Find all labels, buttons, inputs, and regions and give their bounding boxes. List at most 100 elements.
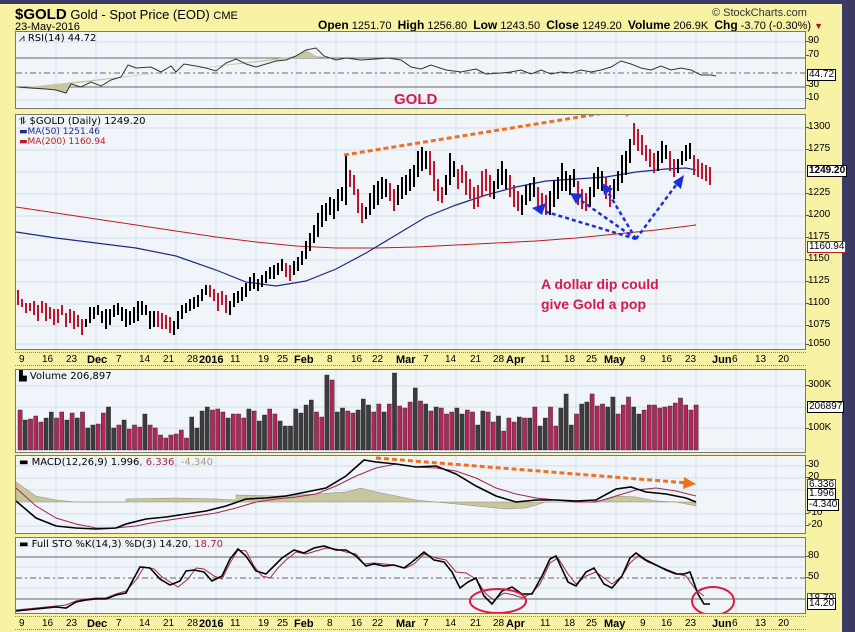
ohlc-bars-icon: ⥮: [19, 116, 27, 127]
x-tick-label: Dec: [87, 618, 108, 630]
x-tick-label: 13: [755, 618, 767, 629]
copyright: © StockCharts.com: [712, 7, 807, 19]
x-tick-label: 11: [230, 618, 241, 629]
volume-bar: [17, 409, 23, 451]
volume-bar: [85, 427, 90, 451]
volume-bar: [537, 425, 543, 451]
dollar-dip-annotation: A dollar dip could give Gold a pop: [541, 274, 659, 314]
price-chart: [16, 115, 805, 349]
volume-bar: [428, 410, 434, 451]
volume-bar: [90, 424, 96, 451]
x-tick-label: Apr: [506, 354, 525, 366]
x-tick-label: Jun: [712, 618, 732, 630]
volume-bar: [178, 429, 184, 451]
volume-bar: [465, 409, 470, 451]
sto-k-tag: 14.20: [807, 598, 837, 610]
ma200-label: MA(200) 1160.94: [27, 137, 106, 147]
volume-bar: [657, 407, 662, 451]
volume-bar: [137, 426, 142, 451]
volume-bar: [553, 425, 558, 451]
x-tick-label: 20: [778, 618, 790, 629]
volume-bar: [163, 437, 169, 451]
volume-bar: [22, 419, 28, 451]
volume-tick-100k: 100K: [805, 422, 832, 433]
rsi-icon: ⩘: [19, 33, 25, 44]
volume-bar: [610, 396, 616, 451]
volume-bar: [558, 407, 564, 451]
volume-bar: [355, 409, 361, 451]
volume-bar: [407, 401, 413, 451]
sto-tick-80: 80: [805, 550, 820, 561]
volume-bar: [142, 413, 148, 451]
x-tick-label: 7: [116, 354, 122, 365]
macd-tick-30: 30: [805, 459, 820, 470]
volume-bar: [225, 417, 231, 451]
macd-panel: ▬ MACD(12,26,9) 1.996, 6.336, -4.340: [15, 455, 806, 534]
volume-bar: [173, 433, 179, 451]
x-tick-label: 16: [351, 354, 363, 365]
high-label: High: [397, 18, 425, 32]
volume-value: 206.9K: [673, 20, 709, 32]
x-tick-label: May: [604, 354, 626, 366]
open-value: 1251.70: [351, 20, 392, 32]
volume-bar: [595, 405, 600, 451]
volume-bar: [293, 408, 299, 451]
close-label: Close: [546, 18, 579, 32]
volume-bar: [230, 413, 236, 451]
x-tick-label: 25: [277, 354, 289, 365]
volume-bar: [184, 437, 189, 451]
x-tick-label: 22: [372, 618, 384, 629]
volume-bar: [95, 423, 101, 451]
x-tick-label: 25: [586, 618, 598, 629]
x-tick-label: 7: [423, 618, 429, 629]
volume-bar: [522, 417, 527, 451]
volume-label-text: Volume 206,897: [29, 371, 112, 382]
volume-bar: [563, 393, 569, 451]
change-value: -3.70 (-0.30%): [740, 20, 812, 32]
volume-bar: [132, 424, 137, 451]
volume-bar: [54, 417, 59, 451]
volume-bar: [168, 434, 174, 451]
x-tick-label: 14: [139, 618, 151, 629]
x-tick-label: 2016: [199, 354, 224, 366]
symbol: $GOLD: [15, 6, 67, 23]
volume-bar: [147, 424, 153, 451]
volume-bar: [199, 410, 205, 451]
volume-bar: [641, 409, 647, 451]
volume-bar: [647, 404, 652, 451]
volume-bar: [329, 379, 335, 451]
low-value: 1243.50: [500, 20, 541, 32]
x-tick-label: 19: [258, 618, 270, 629]
rsi-y-axis: 90 70 30 10 44.72: [805, 31, 842, 109]
x-tick-label: 28: [493, 618, 505, 629]
volume-bar: [59, 411, 64, 451]
volume-bar: [667, 405, 673, 451]
x-tick-label: 21: [470, 618, 482, 629]
volume-bar: [288, 425, 293, 451]
volume-bar: [361, 398, 366, 451]
volume-bar: [215, 408, 221, 451]
rsi-tick-10: 10: [805, 92, 820, 103]
stochastic-chart: [16, 538, 805, 613]
volume-bar: [678, 397, 683, 451]
x-tick-label: 7: [423, 354, 429, 365]
volume-bar: [33, 415, 39, 451]
ma200-swatch-icon: ▬: [19, 137, 28, 147]
chart-date: 23-May-2016: [15, 21, 80, 33]
volume-bar: [548, 406, 553, 451]
volume-bar: [439, 407, 444, 451]
volume-bar: [241, 417, 247, 451]
volume-bar: [475, 424, 481, 451]
volume-bar: [418, 400, 423, 451]
price-panel: ⥮ $GOLD (Daily) 1249.20 ▬MA(50) 1251.46 …: [15, 114, 806, 350]
volume-bar: [345, 410, 351, 451]
volume-bar: [397, 405, 403, 451]
x-tick-label: 11: [540, 618, 551, 629]
volume-bar: [688, 409, 694, 451]
volume-bar: [376, 403, 382, 451]
volume-bar: [371, 411, 377, 451]
volume-bar: [28, 418, 33, 451]
x-tick-label: 7: [116, 618, 122, 629]
x-tick-label: 2016: [199, 618, 224, 630]
change-label: Chg: [714, 18, 738, 32]
